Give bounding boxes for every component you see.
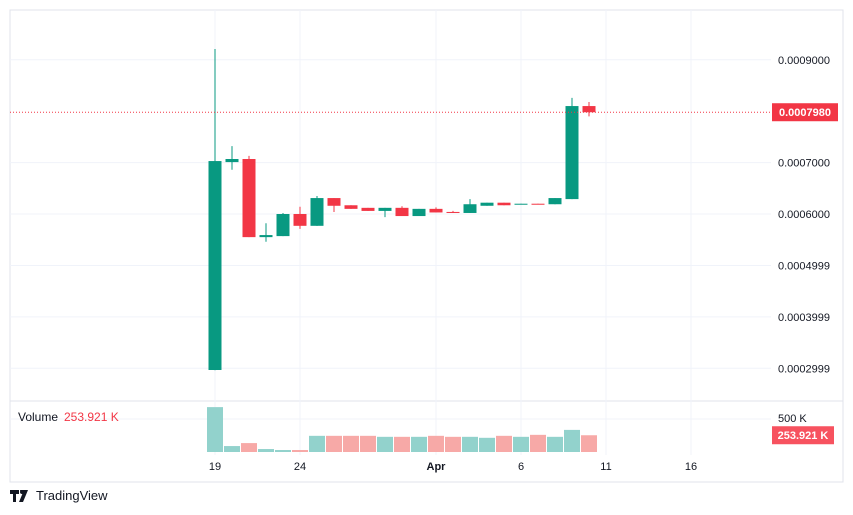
candle-body	[463, 204, 477, 213]
volume-bar	[241, 443, 257, 452]
volume-bar	[309, 435, 325, 452]
time-tick-label: 24	[294, 461, 306, 473]
volume-bar	[224, 446, 240, 452]
candle-body	[361, 207, 375, 211]
price-tick-label: 0.0004999	[778, 260, 830, 272]
volume-legend-label: Volume	[18, 410, 58, 424]
candle-body	[378, 207, 392, 211]
volume-bar	[411, 436, 427, 452]
price-tick-label: 0.0006000	[778, 209, 830, 221]
candle-body	[582, 106, 596, 113]
candle-body	[242, 159, 256, 238]
volume-bar	[462, 436, 478, 452]
candle-body	[208, 161, 222, 370]
volume-bar	[564, 429, 580, 452]
candle-body	[548, 198, 562, 205]
volume-bar	[207, 407, 223, 452]
candle-body	[514, 203, 528, 205]
volume-bar	[343, 435, 359, 452]
last-volume-badge	[772, 426, 834, 445]
volume-bar	[360, 435, 376, 452]
price-tick-label: 0.0007000	[778, 158, 830, 170]
tradingview-logo-icon	[10, 489, 28, 502]
price-tick-label: 0.0002999	[778, 363, 830, 375]
volume-bar	[513, 436, 529, 452]
candle-body	[310, 198, 324, 226]
time-tick-label: 6	[518, 461, 524, 473]
last-price-label: 0.0007980	[779, 107, 831, 119]
chart-border	[9, 9, 844, 483]
candle-body	[327, 198, 341, 206]
volume-bar	[326, 435, 342, 452]
candle-body	[480, 202, 494, 206]
tradingview-logo[interactable]: TradingView	[10, 488, 108, 503]
volume-bar	[496, 435, 512, 452]
last-price-badge	[772, 103, 838, 122]
volume-bar	[547, 436, 563, 452]
time-tick-label: 11	[600, 461, 611, 473]
brand-name: TradingView	[36, 488, 108, 503]
candlestick-chart[interactable]: 0.0009000 0.0007000 0.0006000 0.0004999 0.00…	[0, 0, 853, 485]
last-volume-label: 253.921 K	[778, 430, 829, 442]
time-tick-label: 16	[685, 461, 697, 473]
volume-bar	[479, 437, 495, 452]
volume-bar	[292, 450, 308, 452]
time-tick-label: 19	[209, 461, 221, 473]
volume-bar	[428, 435, 444, 452]
candle-body	[293, 214, 307, 226]
volume-bar	[275, 450, 291, 452]
volume-bar	[581, 435, 597, 452]
volume-legend-value: 253.921 K	[64, 410, 119, 424]
candle-body	[565, 106, 579, 200]
volume-bar	[377, 436, 393, 452]
candle-body	[259, 235, 273, 238]
volume-tick-label: 500 K	[778, 413, 807, 425]
candle-body	[395, 207, 409, 217]
candle-body	[344, 205, 358, 209]
candle-body	[497, 202, 511, 206]
time-tick-label: Apr	[427, 461, 447, 473]
price-tick-label: 0.0003999	[778, 312, 830, 324]
volume-bar	[530, 434, 546, 452]
candle-body	[412, 208, 426, 217]
candle-body	[225, 159, 239, 163]
price-tick-label: 0.0009000	[778, 55, 830, 67]
volume-bar	[258, 449, 274, 452]
volume-bar	[394, 436, 410, 452]
candle-body	[276, 214, 290, 237]
candle-body	[531, 203, 545, 205]
candle-body	[429, 208, 443, 213]
volume-bar	[445, 436, 461, 452]
candle-body	[446, 211, 460, 213]
